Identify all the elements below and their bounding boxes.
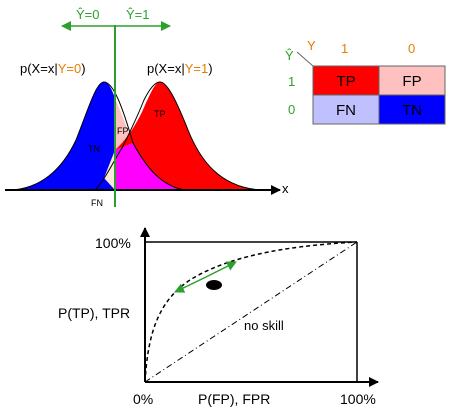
threshold-label-right: Ŷ=1 bbox=[126, 7, 150, 22]
cell-tn-label: TN bbox=[402, 102, 422, 119]
roc-x-right-tick: 100% bbox=[340, 391, 376, 407]
class1-curve bbox=[94, 81, 263, 191]
overlap-region bbox=[115, 143, 185, 190]
cell-tp-label: TP bbox=[336, 73, 355, 90]
matrix-corner-diagonal bbox=[296, 51, 314, 67]
tp-label: TP bbox=[154, 109, 166, 119]
roc-x-left-tick: 0% bbox=[133, 391, 153, 407]
tn-label: TN bbox=[88, 144, 100, 154]
tn-region bbox=[10, 82, 115, 190]
confusion-matrix: Ŷ Y 1 0 1 0 TP FP FN TN bbox=[285, 38, 446, 125]
distribution-plot: x Ŷ=0 Ŷ=1 p(X=x|Y=0) p(X=x|Y=1) TN FP TP… bbox=[5, 7, 289, 208]
cell-tn bbox=[378, 94, 446, 125]
operating-point bbox=[206, 280, 222, 290]
actual-axis-label: Y bbox=[307, 38, 316, 53]
tp-region bbox=[115, 82, 262, 190]
fn-label: FN bbox=[91, 198, 103, 208]
col-header-0: 0 bbox=[408, 41, 415, 56]
roc-x-label: P(FP), FPR bbox=[198, 391, 270, 407]
class0-curve bbox=[9, 81, 186, 191]
pred-axis-label: Ŷ bbox=[285, 48, 294, 63]
cell-fn bbox=[312, 94, 380, 125]
cell-fn-label: FN bbox=[336, 102, 356, 119]
roc-y-top-tick: 100% bbox=[95, 235, 131, 251]
no-skill-diagonal bbox=[144, 241, 358, 383]
threshold-shift-arrow-b bbox=[174, 276, 207, 293]
cell-fp-label: FP bbox=[402, 73, 421, 90]
cell-fp bbox=[378, 65, 446, 96]
col-header-1: 1 bbox=[341, 41, 348, 56]
row-header-1: 1 bbox=[288, 74, 295, 89]
fp-label: FP bbox=[117, 126, 129, 136]
threshold-shift-arrow-a bbox=[205, 261, 237, 278]
roc-y-label: P(TP), TPR bbox=[58, 305, 130, 321]
no-skill-label: no skill bbox=[244, 318, 284, 333]
threshold-label-left: Ŷ=0 bbox=[76, 7, 100, 22]
roc-plot: P(TP), TPR P(FP), FPR 100% 0% 100% no sk… bbox=[58, 227, 379, 407]
x-axis-label: x bbox=[282, 181, 289, 196]
class1-curve-label: p(X=x|Y=1) bbox=[147, 61, 213, 76]
class0-curve-label: p(X=x|Y=0) bbox=[20, 61, 86, 76]
roc-curve bbox=[144, 241, 358, 383]
row-header-0: 0 bbox=[288, 102, 295, 117]
